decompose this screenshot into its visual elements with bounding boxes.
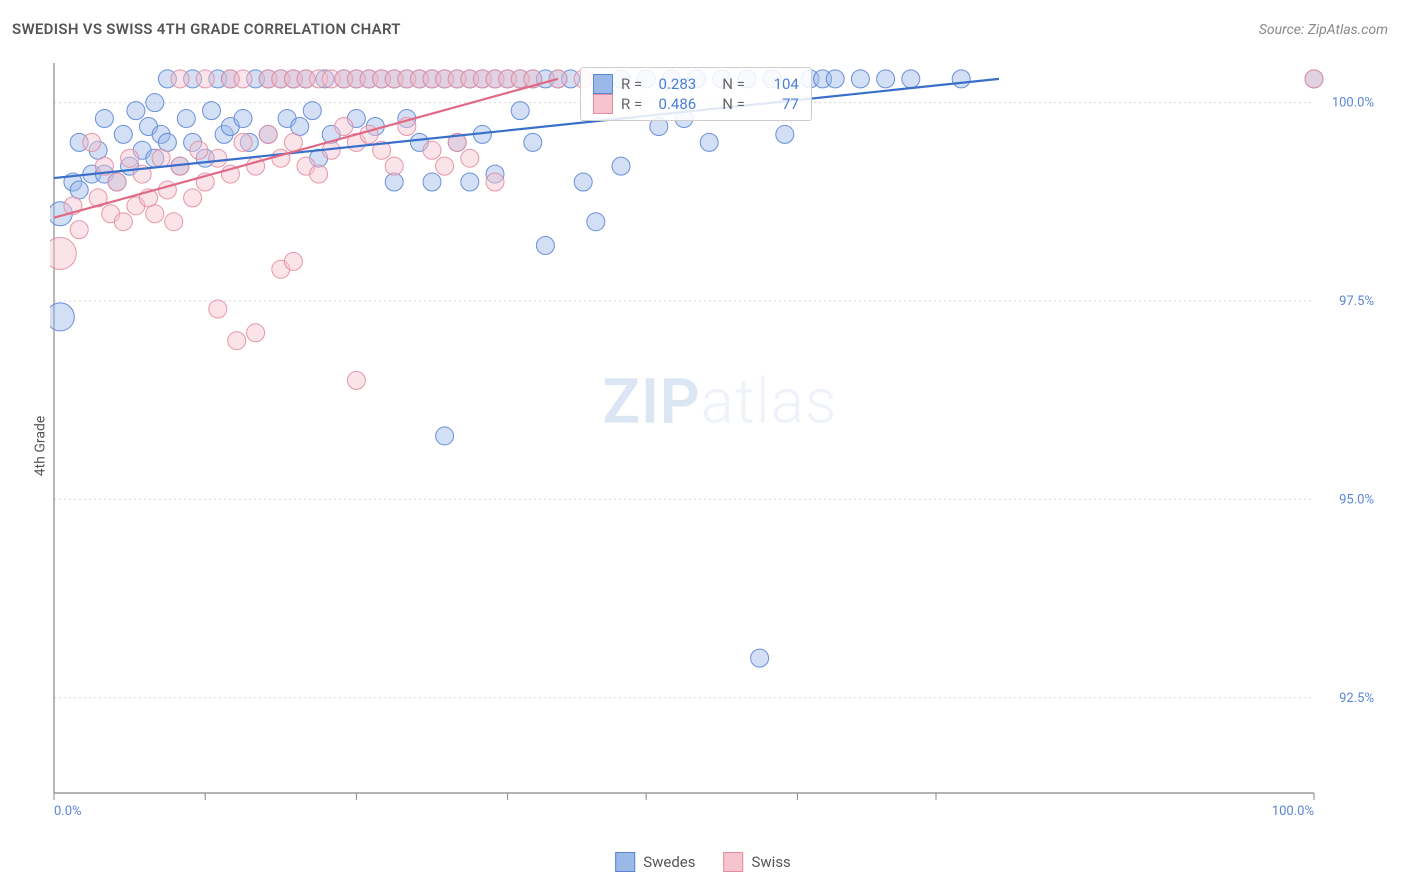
data-point	[50, 303, 74, 331]
plot-area: 92.5%95.0%97.5%100.0%0.0%100.0% ZIPatlas…	[50, 55, 1390, 825]
n-value: 104	[753, 75, 799, 93]
data-point	[751, 649, 769, 667]
data-point	[851, 70, 869, 88]
data-point	[234, 70, 252, 88]
data-point	[952, 70, 970, 88]
data-point	[108, 173, 126, 191]
data-point	[524, 133, 542, 151]
data-point	[83, 133, 101, 151]
data-point	[423, 141, 441, 159]
data-point	[70, 181, 88, 199]
r-label: R =	[621, 75, 642, 93]
legend-swatch-icon	[723, 852, 743, 872]
y-tick-label: 92.5%	[1339, 691, 1374, 706]
r-label: R =	[621, 95, 642, 113]
data-point	[95, 110, 113, 128]
y-axis-label: 4th Grade	[32, 416, 48, 477]
data-point	[152, 149, 170, 167]
data-point	[436, 157, 454, 175]
chart-container: SWEDISH VS SWISS 4TH GRADE CORRELATION C…	[0, 0, 1406, 892]
data-point	[228, 332, 246, 350]
data-point	[776, 125, 794, 143]
data-point	[259, 125, 277, 143]
data-point	[158, 133, 176, 151]
data-point	[70, 221, 88, 239]
data-point	[272, 149, 290, 167]
data-point	[574, 173, 592, 191]
data-point	[247, 324, 265, 342]
legend-label: Swedes	[643, 853, 695, 871]
data-point	[877, 70, 895, 88]
data-point	[196, 70, 214, 88]
r-value: 0.486	[650, 95, 696, 113]
data-point	[121, 149, 139, 167]
data-point	[190, 141, 208, 159]
data-point	[171, 70, 189, 88]
legend-label: Swiss	[751, 853, 790, 871]
data-point	[146, 205, 164, 223]
n-value: 77	[753, 95, 799, 113]
data-point	[536, 237, 554, 255]
bottom-legend: Swedes Swiss	[615, 852, 791, 872]
legend-swatch-icon	[615, 852, 635, 872]
legend-swatch-icon	[593, 74, 613, 94]
data-point	[303, 102, 321, 120]
data-point	[461, 173, 479, 191]
data-point	[284, 133, 302, 151]
y-tick-label: 97.5%	[1339, 294, 1374, 309]
stats-legend-row: R = 0.486 N = 77	[593, 94, 799, 114]
data-point	[310, 165, 328, 183]
legend-item: Swedes	[615, 852, 695, 872]
chart-title: SWEDISH VS SWISS 4TH GRADE CORRELATION C…	[12, 20, 401, 38]
data-point	[127, 102, 145, 120]
data-point	[347, 371, 365, 389]
data-point	[114, 125, 132, 143]
data-point	[234, 133, 252, 151]
trend-line	[54, 79, 558, 218]
data-point	[209, 300, 227, 318]
data-point	[902, 70, 920, 88]
chart-source: Source: ZipAtlas.com	[1259, 22, 1388, 38]
data-point	[486, 173, 504, 191]
data-point	[284, 252, 302, 270]
n-label: N =	[722, 75, 745, 93]
data-point	[511, 102, 529, 120]
trend-line	[54, 79, 999, 178]
data-point	[209, 149, 227, 167]
chart-svg: 92.5% 95.0% 97.5% 100.0% 0.0% 100.0%	[50, 55, 1390, 825]
data-point	[700, 133, 718, 151]
x-tick-label: 100.0%	[1272, 804, 1314, 819]
y-tick-label: 100.0%	[1332, 96, 1374, 111]
data-point	[612, 157, 630, 175]
data-point	[184, 189, 202, 207]
data-point	[385, 157, 403, 175]
y-tick-label: 95.0%	[1339, 492, 1374, 507]
x-tick-label: 0.0%	[54, 804, 82, 819]
data-point	[423, 173, 441, 191]
data-point	[436, 427, 454, 445]
data-point	[146, 94, 164, 112]
r-value: 0.283	[650, 75, 696, 93]
stats-legend-row: R = 0.283 N = 104	[593, 74, 799, 94]
stats-legend-box: R = 0.283 N = 104 R = 0.486 N = 77	[580, 67, 812, 121]
n-label: N =	[722, 95, 745, 113]
data-point	[291, 117, 309, 135]
data-point	[177, 110, 195, 128]
legend-item: Swiss	[723, 852, 790, 872]
data-point	[114, 213, 132, 231]
data-point	[335, 117, 353, 135]
data-point	[50, 237, 76, 269]
data-point	[461, 149, 479, 167]
data-point	[587, 213, 605, 231]
legend-swatch-icon	[593, 94, 613, 114]
data-point	[385, 173, 403, 191]
data-point	[203, 102, 221, 120]
data-point	[234, 110, 252, 128]
data-point	[165, 213, 183, 231]
data-point	[1305, 70, 1323, 88]
data-point	[826, 70, 844, 88]
